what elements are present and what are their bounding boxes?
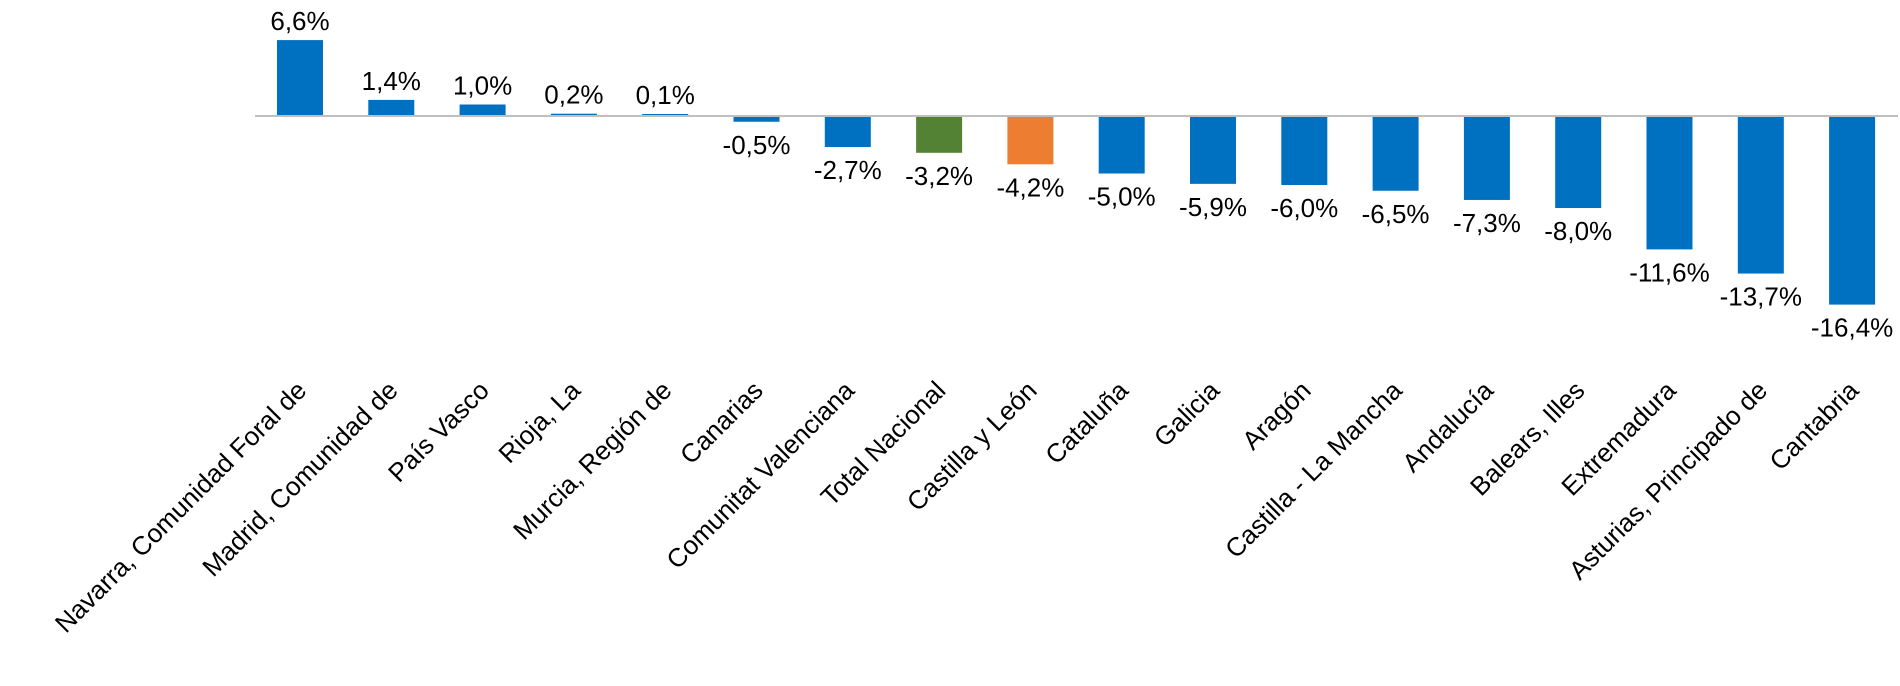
bar [824,116,871,148]
category-tick-label: Murcia, Región de [507,375,677,545]
bar [1829,116,1876,305]
bars-group [277,40,1876,305]
category-tick-label: Cantabria [1763,375,1864,476]
bar [550,113,597,116]
bar [1463,116,1510,200]
data-label: 0,2% [544,80,603,110]
data-label: -13,7% [1720,282,1802,312]
category-tick-label: Aragón [1236,375,1316,455]
bar [1372,116,1419,191]
value-labels-group: 6,6% 1,4% 1,0% 0,2% 0,1% -0,5% -2,7% -3,2% -4,2%… [270,6,1893,343]
category-tick-label: Rioja, La [492,375,586,469]
bar [1190,116,1236,184]
bar [368,99,415,116]
bar [1098,116,1145,174]
data-label: -5,0% [1088,182,1156,212]
bar [459,104,506,116]
bar [1646,116,1693,250]
data-label: -6,0% [1270,193,1338,223]
category-tick-label: Cataluña [1039,375,1134,470]
bar [277,40,323,116]
data-label: -2,7% [814,155,882,185]
category-tick-label: Canarias [674,375,769,470]
bar [1555,116,1602,208]
data-label: 1,4% [362,66,421,96]
data-label: -0,5% [723,130,791,160]
data-label: -6,5% [1362,199,1430,229]
data-label: -5,9% [1179,192,1247,222]
category-tick-label: Galicia [1148,375,1226,453]
data-label: -4,2% [996,172,1064,202]
bar [733,116,780,122]
data-label: 6,6% [270,6,329,36]
data-label: -7,3% [1453,208,1521,238]
bar [916,116,963,153]
bar [1737,116,1784,274]
category-tick-label: Castilla - La Mancha [1219,375,1408,564]
data-label: -16,4% [1811,313,1893,343]
data-label: -8,0% [1544,216,1612,246]
data-label: 0,1% [636,80,695,110]
bar [1281,116,1328,185]
bar [1007,116,1054,165]
data-label: -11,6% [1629,257,1709,287]
data-label: 1,0% [453,71,512,101]
data-label: -3,2% [905,161,973,191]
